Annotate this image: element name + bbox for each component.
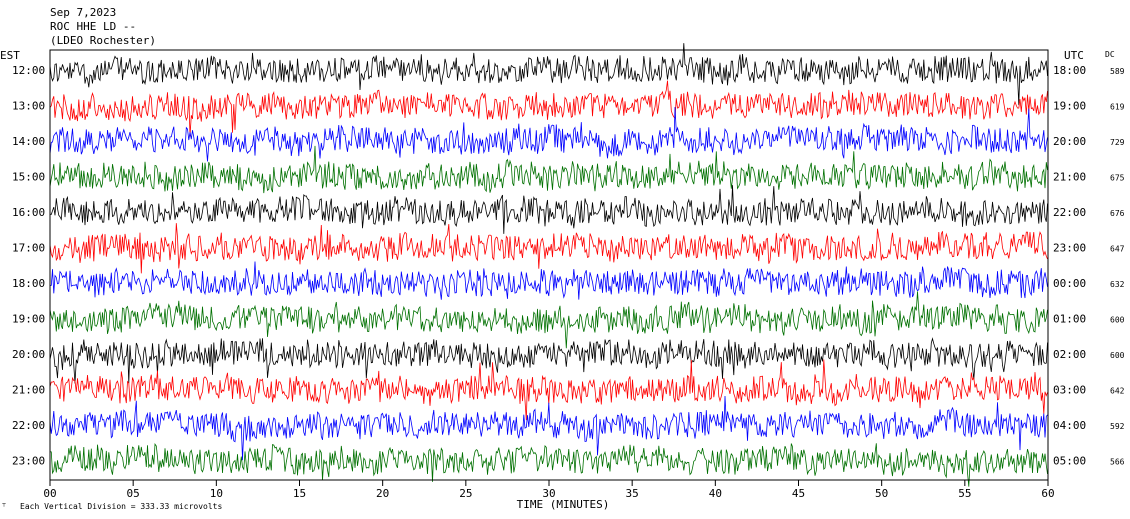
trace-row-1500 — [49, 145, 1048, 194]
trace-layer — [49, 43, 1048, 487]
utc-label: 00:00 — [1053, 277, 1086, 290]
utc-label: 23:00 — [1053, 242, 1086, 255]
dc-value: 647 — [1110, 245, 1125, 254]
x-tick-label: 60 — [1041, 487, 1054, 500]
dc-value: 642 — [1110, 387, 1125, 396]
est-label: 15:00 — [12, 171, 45, 184]
x-tick-label: 40 — [709, 487, 722, 500]
dc-value: 566 — [1110, 458, 1125, 467]
trace-row-1800 — [49, 261, 1048, 300]
est-label: 13:00 — [12, 100, 45, 113]
x-tick-label: 10 — [210, 487, 223, 500]
x-tick-label: 15 — [293, 487, 306, 500]
est-label: 16:00 — [12, 206, 45, 219]
utc-label: 19:00 — [1053, 100, 1086, 113]
est-label: 20:00 — [12, 348, 45, 361]
est-label: 14:00 — [12, 135, 45, 148]
x-tick-label: 05 — [127, 487, 140, 500]
est-label: 21:00 — [12, 384, 45, 397]
utc-label: 04:00 — [1053, 419, 1086, 432]
x-tick-label: 50 — [875, 487, 888, 500]
scale-footer: Each Vertical Division = 333.33 microvol… — [20, 502, 222, 511]
title-line-2: ROC HHE LD -- — [50, 20, 136, 33]
est-label: 12:00 — [12, 64, 45, 77]
dc-value: 675 — [1110, 174, 1125, 183]
est-label: 19:00 — [12, 313, 45, 326]
trace-row-1300 — [49, 80, 1048, 137]
trace-row-1700 — [49, 223, 1048, 274]
dc-value: 600 — [1110, 316, 1125, 325]
dc-value: 600 — [1110, 351, 1125, 360]
dc-value: 632 — [1110, 280, 1125, 289]
utc-label: 18:00 — [1053, 64, 1086, 77]
title-line-3: (LDEO Rochester) — [50, 34, 156, 47]
est-label: 22:00 — [12, 419, 45, 432]
x-axis: 00 05 10 15 20 25 30 35 40 45 50 55 60 — [43, 480, 1055, 500]
utc-axis-label: UTC — [1064, 49, 1084, 62]
title-line-1: Sep 7,2023 — [50, 6, 116, 19]
utc-label: 22:00 — [1053, 206, 1086, 219]
trace-row-2100 — [49, 359, 1048, 421]
est-label: 23:00 — [12, 455, 45, 468]
dc-value: 729 — [1110, 138, 1125, 147]
x-tick-label: 30 — [542, 487, 555, 500]
x-axis-title: TIME (MINUTES) — [517, 498, 610, 511]
x-tick-label: 00 — [43, 487, 56, 500]
x-tick-label: 35 — [626, 487, 639, 500]
row-labels: 12:00 18:00 589 13:00 19:00 619 14:00 20:00 729 1… — [12, 64, 1125, 468]
x-tick-label: 45 — [792, 487, 805, 500]
x-tick-label: 55 — [958, 487, 971, 500]
utc-label: 21:00 — [1053, 171, 1086, 184]
dc-value: 619 — [1110, 103, 1125, 112]
dc-value: 589 — [1110, 67, 1125, 76]
dc-value: 592 — [1110, 422, 1125, 431]
trace-row-1600 — [49, 185, 1048, 234]
trace-row-2300 — [49, 443, 1048, 487]
dc-label: DC — [1105, 50, 1115, 59]
utc-label: 03:00 — [1053, 384, 1086, 397]
trace-row-1200 — [49, 43, 1048, 106]
utc-label: 05:00 — [1053, 455, 1086, 468]
utc-label: 01:00 — [1053, 313, 1086, 326]
est-label: 17:00 — [12, 242, 45, 255]
x-tick-label: 20 — [376, 487, 389, 500]
trace-row-1400 — [49, 106, 1048, 162]
trace-row-2000 — [49, 337, 1048, 384]
utc-label: 02:00 — [1053, 348, 1086, 361]
x-tick-label: 25 — [459, 487, 472, 500]
trace-row-2200 — [49, 395, 1048, 461]
est-label: 18:00 — [12, 277, 45, 290]
utc-label: 20:00 — [1053, 135, 1086, 148]
scale-mark-icon: ⸆ — [2, 502, 6, 511]
dc-value: 676 — [1110, 209, 1125, 218]
est-axis-label: EST — [0, 49, 20, 62]
trace-row-1900 — [49, 291, 1048, 349]
